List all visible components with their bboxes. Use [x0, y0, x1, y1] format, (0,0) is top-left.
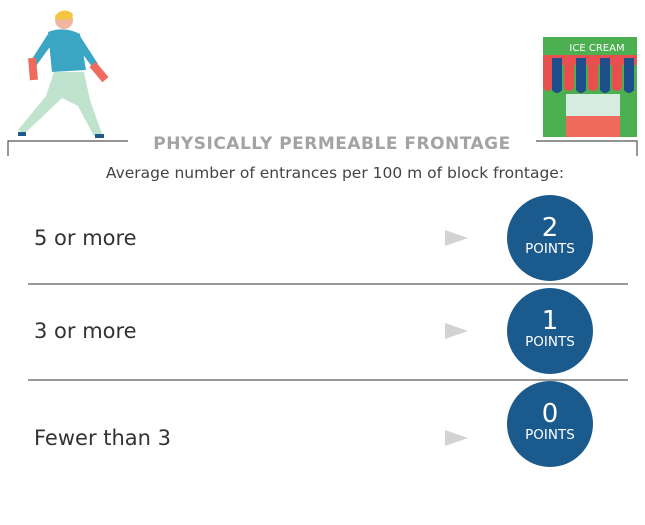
points-unit: POINTS [525, 241, 575, 257]
infographic: ICE CREAM PHYSICALLY PERMEABLE FRONTAGE … [0, 0, 645, 525]
subtitle: Average number of entrances per 100 m of… [106, 164, 564, 182]
points-unit: POINTS [525, 427, 575, 443]
arrow [445, 430, 468, 446]
ice-cream-stand: ICE CREAM [543, 37, 637, 137]
condition: Fewer than 3 [34, 426, 171, 450]
arrow [445, 323, 468, 339]
sign-text: ICE CREAM [569, 43, 624, 54]
points-value: 2 [542, 213, 559, 243]
points-unit: POINTS [525, 334, 575, 350]
points-value: 0 [542, 399, 559, 429]
arrow [445, 230, 468, 246]
condition: 5 or more [34, 226, 137, 250]
section-title: PHYSICALLY PERMEABLE FRONTAGE [153, 134, 511, 154]
condition: 3 or more [34, 319, 137, 343]
walker-illustration [18, 10, 108, 138]
points-value: 1 [542, 306, 559, 336]
